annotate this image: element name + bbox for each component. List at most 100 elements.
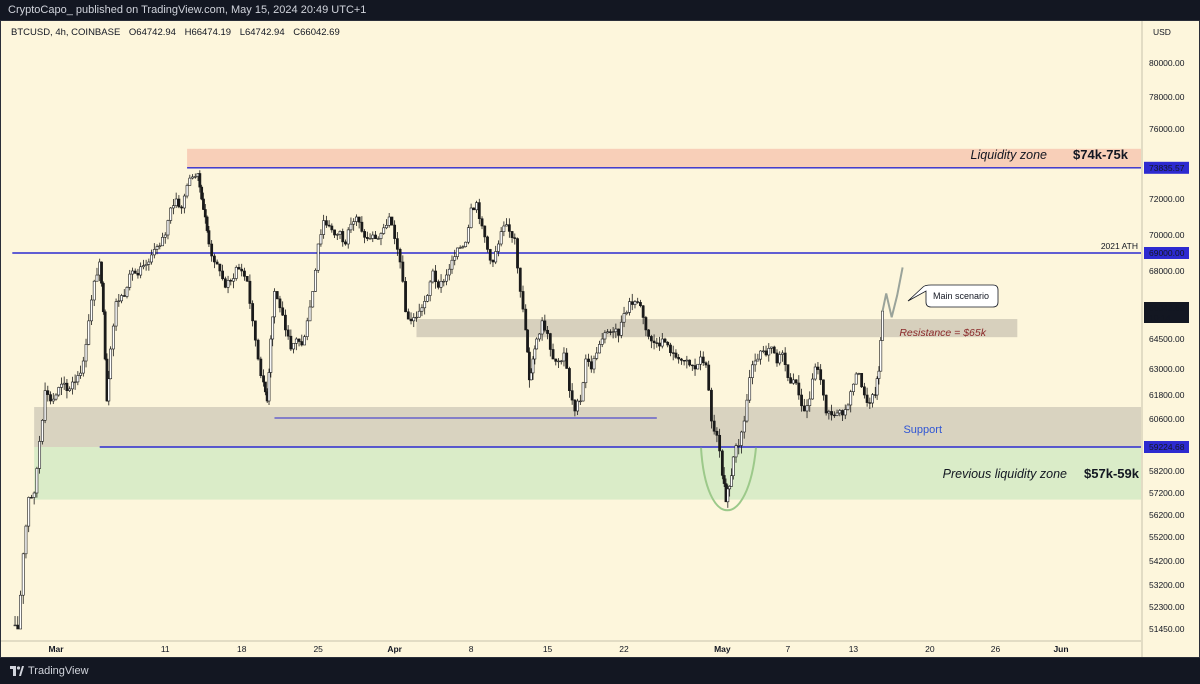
candle	[641, 305, 645, 325]
candle	[565, 348, 569, 369]
candle	[210, 240, 214, 262]
candle	[557, 358, 560, 368]
candle	[349, 217, 353, 233]
candle-body	[696, 363, 700, 370]
candle	[38, 435, 42, 474]
candle	[19, 590, 22, 630]
candle	[852, 383, 855, 396]
candle-body	[281, 307, 285, 316]
candle-body	[589, 361, 593, 370]
candle	[13, 616, 17, 627]
candle-body	[338, 231, 342, 235]
candle	[338, 230, 342, 240]
candle-body	[240, 268, 244, 272]
candle	[95, 267, 99, 282]
candle-body	[180, 206, 184, 209]
candle	[180, 205, 184, 214]
candle-body	[608, 331, 612, 333]
candle-body	[379, 233, 383, 239]
candle-body	[750, 364, 754, 378]
candle	[453, 249, 457, 266]
candle-body	[783, 352, 787, 365]
candle-body	[172, 205, 175, 209]
candle-body	[193, 176, 197, 178]
candle	[466, 224, 470, 245]
candle-body	[357, 216, 361, 223]
candle-body	[144, 263, 148, 266]
candle-body	[649, 336, 653, 342]
candle-body	[305, 320, 309, 337]
candle-body	[679, 358, 683, 361]
candle-body	[232, 278, 235, 282]
candle	[152, 243, 156, 259]
candle-body	[677, 357, 681, 360]
candle-body	[43, 390, 47, 421]
candle-body	[879, 340, 883, 372]
candle	[150, 249, 153, 265]
candle-body	[843, 409, 847, 416]
candle-body	[371, 234, 375, 239]
chart-svg[interactable]: Liquidity zone $74k-75k 2021 ATH Resistance…	[1, 21, 1199, 657]
candle	[385, 219, 388, 230]
candle	[669, 342, 672, 357]
u-curve-highlight	[700, 447, 757, 512]
candle	[188, 174, 192, 186]
candle-body	[797, 382, 801, 396]
candle	[865, 387, 869, 407]
candle	[827, 409, 831, 420]
price-badge-label-0: 73835.57	[1149, 163, 1185, 173]
candle	[857, 372, 861, 376]
candle	[412, 313, 416, 328]
candle-body	[344, 241, 347, 245]
candle	[90, 294, 93, 326]
candle-body	[614, 328, 618, 333]
candle	[166, 219, 170, 240]
candle	[822, 379, 825, 401]
tradingview-logo[interactable]: TradingView	[10, 665, 89, 677]
candle-body	[141, 265, 145, 268]
candle-body	[46, 390, 50, 395]
candle	[617, 328, 620, 343]
candle	[92, 279, 96, 307]
candle	[655, 337, 659, 348]
candle-body	[54, 394, 58, 400]
candle-body	[434, 270, 438, 283]
candle-body	[841, 410, 844, 416]
candle-body	[51, 398, 55, 402]
candle-body	[376, 238, 380, 240]
candle-body	[447, 268, 451, 276]
price-tick-label: 63000.00	[1149, 364, 1185, 374]
candle-body	[819, 369, 823, 381]
candle-body	[234, 267, 238, 279]
candle	[576, 398, 580, 416]
candle-body	[802, 405, 806, 412]
candle	[491, 259, 495, 268]
candle-body	[368, 238, 372, 240]
candle-body	[491, 259, 495, 263]
candle-body	[770, 346, 773, 349]
candle	[531, 356, 535, 380]
candle-body	[685, 359, 689, 362]
candle	[87, 314, 91, 346]
candle-body	[693, 365, 697, 370]
candle-body	[365, 237, 369, 239]
candle	[103, 309, 107, 361]
candle-body	[722, 475, 726, 484]
candle	[60, 377, 63, 395]
candle-body	[401, 261, 405, 282]
candle-body	[767, 348, 771, 356]
candle	[854, 372, 858, 385]
candle-body	[286, 329, 290, 337]
last-price-value: 66042.69	[1149, 303, 1185, 313]
candle	[529, 368, 533, 381]
candle-body	[423, 301, 427, 309]
price-tick-label: 54200.00	[1149, 556, 1185, 566]
chart-frame[interactable]: Liquidity zone $74k-75k 2021 ATH Resistance…	[0, 20, 1200, 658]
ohlc-high: H66474.19	[184, 27, 232, 38]
candle	[84, 338, 88, 368]
candle	[409, 312, 413, 325]
candle-body	[259, 358, 263, 377]
candle-body	[852, 383, 855, 392]
candle	[598, 340, 601, 354]
candle-body	[207, 230, 211, 245]
